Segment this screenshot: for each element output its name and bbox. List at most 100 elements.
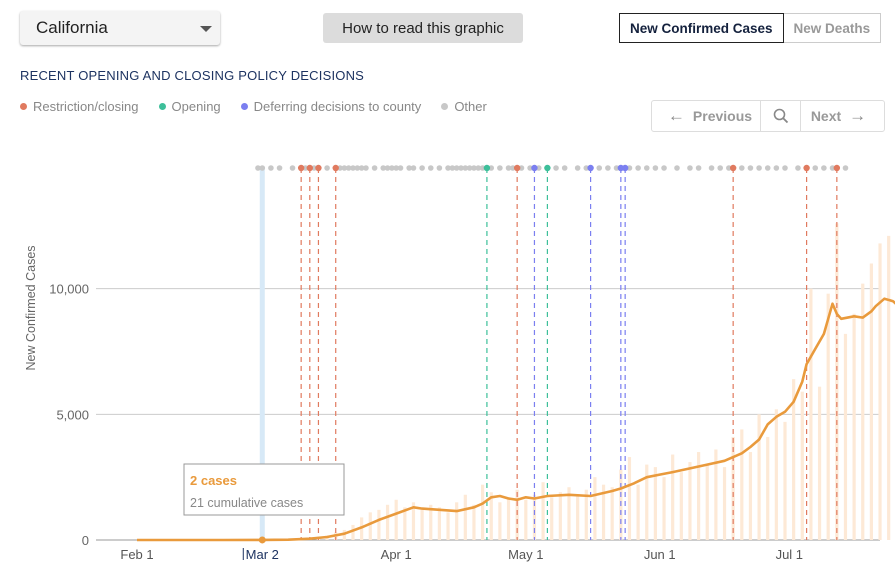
policy-event-dot: [306, 164, 313, 172]
legend-dot-county: [240, 103, 248, 110]
daily-bar: [671, 454, 675, 540]
daily-bar: [783, 421, 787, 540]
daily-bar: [705, 464, 709, 540]
daily-bar: [601, 484, 606, 540]
daily-bar: [679, 472, 683, 540]
daily-bar: [481, 484, 485, 540]
daily-bar: [843, 333, 848, 540]
daily-bar: [731, 436, 735, 540]
daily-bar: [593, 477, 597, 540]
daily-bar: [869, 263, 873, 540]
daily-bar: [429, 504, 433, 540]
other-event-dot: [289, 165, 296, 171]
other-event-dot: [535, 165, 542, 171]
other-event-dot: [561, 165, 568, 171]
policy-event-dot: [531, 164, 538, 172]
policy-event-dot: [621, 164, 629, 172]
daily-bar: [446, 512, 450, 540]
daily-bars: [265, 223, 891, 541]
other-event-dot: [635, 165, 641, 171]
other-event-dot: [613, 165, 620, 171]
other-event-dot: [829, 165, 836, 171]
tab-new-deaths[interactable]: New Deaths: [783, 13, 882, 43]
search-button[interactable]: [761, 101, 801, 131]
other-event-dot: [350, 165, 356, 171]
legend-dot-opening: [158, 103, 166, 110]
other-event-dot: [626, 165, 633, 171]
daily-bar: [411, 502, 416, 540]
other-event-dot: [358, 165, 365, 171]
daily-bar: [774, 409, 778, 540]
legend-dot-restriction: [20, 103, 27, 110]
legend-item-county: Deferring decisions to county: [240, 99, 421, 114]
arrow-left-icon: ←: [667, 106, 685, 125]
daily-bar: [567, 487, 571, 540]
other-event-dot: [462, 165, 469, 171]
smoothed-line: [137, 297, 895, 542]
policy-event-dot: [315, 164, 322, 172]
x-tick-label: Feb 1: [120, 547, 153, 562]
other-event-dot: [471, 165, 477, 171]
search-icon: [773, 108, 788, 124]
other-event-dot: [726, 165, 732, 171]
other-event-dot: [436, 165, 443, 171]
x-tick-label: Apr 1: [381, 547, 412, 562]
other-event-dot: [574, 165, 581, 171]
y-tick-label: 10,000: [49, 282, 89, 297]
policy-event-dot: [833, 164, 841, 172]
other-event-dot: [764, 165, 771, 171]
other-event-dot: [302, 165, 309, 171]
other-event-dot: [553, 165, 559, 171]
next-button[interactable]: Next →: [801, 101, 884, 131]
daily-bar: [766, 436, 770, 540]
other-event-dot: [510, 165, 516, 171]
daily-bar: [835, 223, 839, 540]
next-label: Next: [810, 108, 842, 124]
other-event-dot: [717, 165, 723, 171]
other-event-dot: [255, 165, 261, 171]
tooltip-layer: 2 cases 21 cumulative cases: [183, 463, 345, 544]
legend-label-restriction: Restriction/closing: [33, 99, 139, 114]
daily-bar: [645, 464, 649, 540]
previous-button[interactable]: ← Previous: [652, 101, 761, 131]
daily-bar: [351, 524, 355, 540]
event-pager: ← Previous Next →: [651, 100, 885, 132]
other-event-dot: [605, 165, 611, 171]
legend-item-other: Other: [441, 99, 487, 114]
daily-bar: [455, 502, 459, 540]
daily-bar: [489, 492, 493, 540]
daily-bar: [463, 494, 467, 540]
metric-toggle: New Confirmed Cases New Deaths: [619, 13, 882, 43]
other-event-dot: [842, 165, 849, 171]
daily-bar: [403, 507, 407, 540]
daily-bar: [627, 457, 632, 540]
daily-bar: [377, 509, 381, 540]
legend-item-restriction: Restriction/closing: [20, 99, 139, 114]
policy-legend: Restriction/closing Opening Deferring de…: [20, 99, 507, 114]
other-event-dot: [773, 165, 780, 171]
how-to-read-button[interactable]: How to read this graphic: [323, 13, 523, 43]
daily-bar: [662, 477, 666, 540]
daily-bar: [636, 484, 640, 540]
other-event-dot: [268, 165, 274, 171]
other-event-dot: [380, 165, 387, 171]
top-toolbar: California How to read this graphic New …: [0, 0, 895, 60]
other-event-dot: [410, 165, 417, 171]
daily-bar: [714, 449, 718, 540]
other-event-dot: [276, 165, 283, 171]
daily-bar: [861, 283, 865, 540]
other-event-dot: [643, 165, 650, 171]
other-event-dot: [488, 165, 495, 171]
other-event-dot: [812, 165, 819, 171]
other-event-dot: [687, 165, 693, 171]
axes: 0 5,000 10,000 New Confirmed Cases Feb 1 Mar …: [24, 245, 803, 562]
legend-item-opening: Opening: [158, 99, 221, 114]
other-event-dot: [406, 165, 412, 171]
tooltip-title: 2 cases: [190, 473, 237, 488]
daily-bar: [385, 504, 390, 540]
other-event-dot: [821, 165, 827, 171]
daily-bar: [887, 235, 891, 540]
state-select[interactable]: California: [20, 11, 220, 45]
policy-event-dot: [297, 164, 305, 172]
tab-new-confirmed-cases[interactable]: New Confirmed Cases: [619, 13, 784, 43]
